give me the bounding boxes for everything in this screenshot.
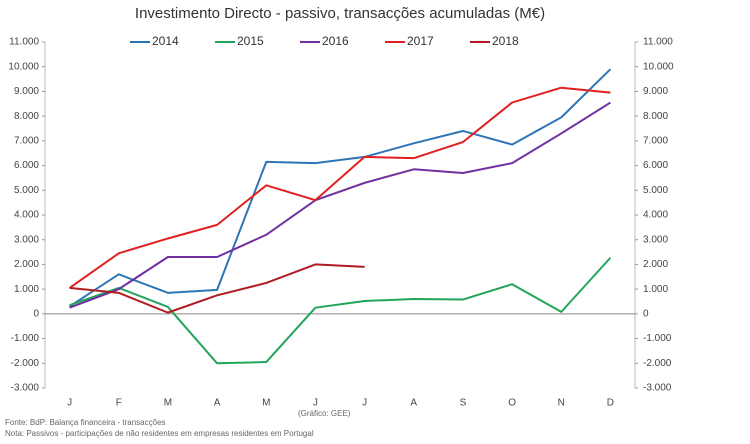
legend-label: 2017: [407, 34, 434, 48]
y2-tick-label: 4.000: [643, 210, 668, 221]
source-note: Fonte: BdP: Balança financeira - transac…: [5, 418, 166, 427]
y-tick-label: 9.000: [14, 86, 39, 97]
x-tick-label: A: [410, 398, 417, 409]
y-tick-label: 6.000: [14, 160, 39, 171]
series-line: [69, 101, 611, 309]
x-tick-label: M: [164, 398, 172, 409]
y-tick-label: 5.000: [14, 185, 39, 196]
y-tick-label: 2.000: [14, 259, 39, 270]
x-tick-label: M: [262, 398, 270, 409]
y-tick-label: -2.000: [11, 358, 40, 369]
y2-tick-label: 6.000: [643, 160, 668, 171]
x-tick-label: O: [508, 398, 516, 409]
x-tick-label: D: [607, 398, 614, 409]
y2-tick-label: 7.000: [643, 135, 668, 146]
y-tick-label: 7.000: [14, 135, 39, 146]
x-tick-label: J: [313, 398, 318, 409]
legend-label: 2018: [492, 34, 519, 48]
x-tick-label: J: [67, 398, 72, 409]
y2-tick-label: 10.000: [643, 61, 674, 72]
y-tick-label: 10.000: [8, 61, 39, 72]
note: Nota: Passivos - participações de não re…: [5, 429, 314, 438]
y2-tick-label: -3.000: [643, 383, 672, 394]
y2-tick-label: 0: [643, 308, 649, 319]
series-line: [69, 263, 365, 314]
x-tick-label: S: [460, 398, 467, 409]
y2-tick-label: 5.000: [643, 185, 668, 196]
chart-title: Investimento Directo - passivo, transacç…: [135, 5, 545, 22]
y2-tick-label: 9.000: [643, 86, 668, 97]
x-tick-label: F: [116, 398, 122, 409]
y2-tick-label: 2.000: [643, 259, 668, 270]
y-tick-label: 4.000: [14, 210, 39, 221]
series-line: [69, 257, 612, 365]
y-tick-label: 0: [33, 308, 39, 319]
y2-tick-label: 11.000: [643, 37, 673, 48]
y-tick-label: 11.000: [9, 37, 39, 48]
y2-tick-label: 3.000: [643, 234, 668, 245]
series-line: [69, 86, 611, 289]
legend-label: 2015: [237, 34, 264, 48]
y-tick-label: -3.000: [11, 383, 40, 394]
y2-tick-label: 1.000: [643, 284, 668, 295]
y2-tick-label: -1.000: [643, 333, 672, 344]
y2-tick-label: 8.000: [643, 111, 668, 122]
x-tick-label: N: [558, 398, 565, 409]
legend-label: 2014: [152, 34, 179, 48]
x-tick-label: A: [214, 398, 221, 409]
y2-tick-label: -2.000: [643, 358, 672, 369]
annotation: (Gráfico: GEE): [298, 409, 351, 418]
series-line: [69, 68, 612, 308]
y-tick-label: 1.000: [14, 284, 39, 295]
y-tick-label: 3.000: [14, 234, 39, 245]
legend-label: 2016: [322, 34, 349, 48]
y-tick-label: 8.000: [14, 111, 39, 122]
x-tick-label: J: [362, 398, 367, 409]
y-tick-label: -1.000: [11, 333, 40, 344]
